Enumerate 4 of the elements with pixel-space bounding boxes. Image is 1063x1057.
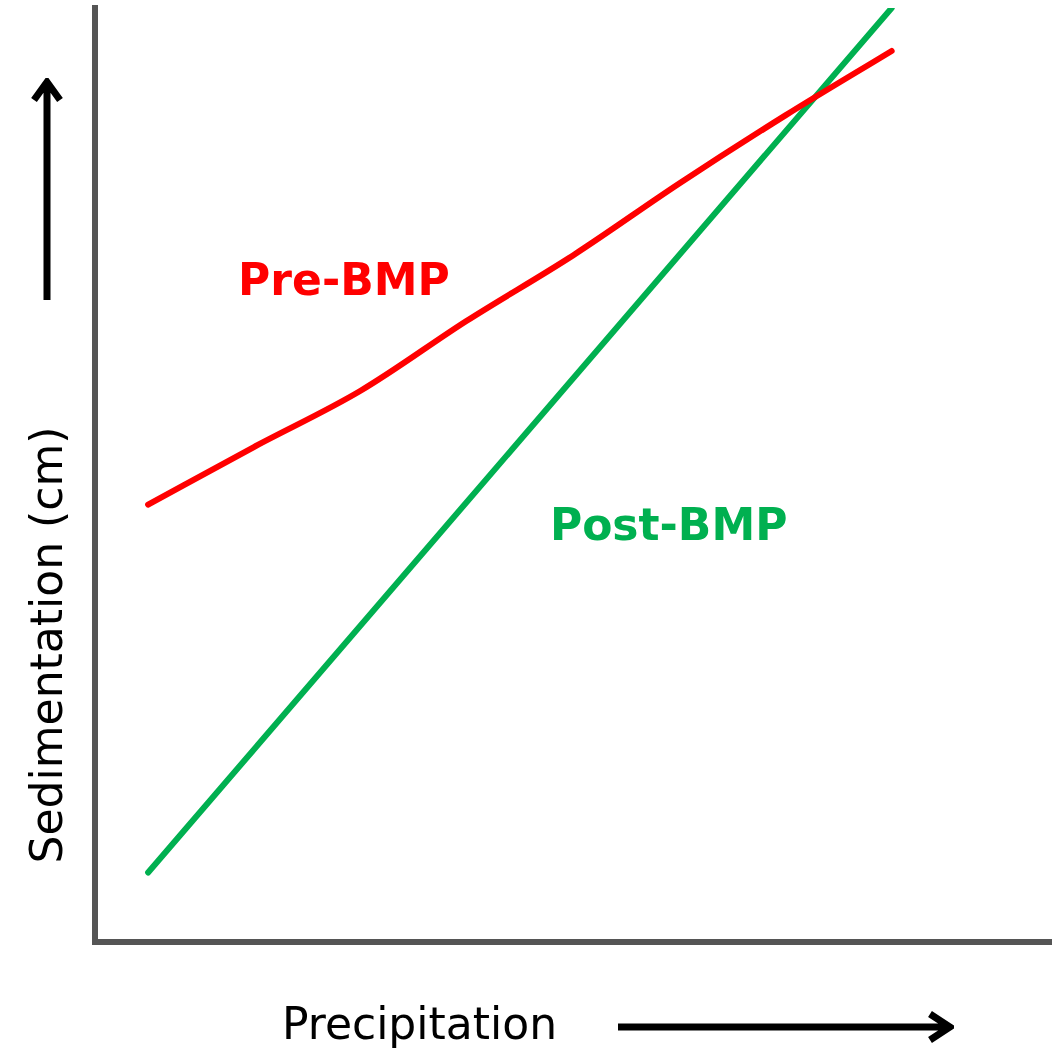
x-axis-title: Precipitation — [282, 998, 558, 1049]
series-label: Post-BMP — [549, 499, 788, 551]
series-label: Pre-BMP — [238, 253, 450, 305]
y-axis-title: Sedimentation (cm) — [20, 426, 72, 864]
